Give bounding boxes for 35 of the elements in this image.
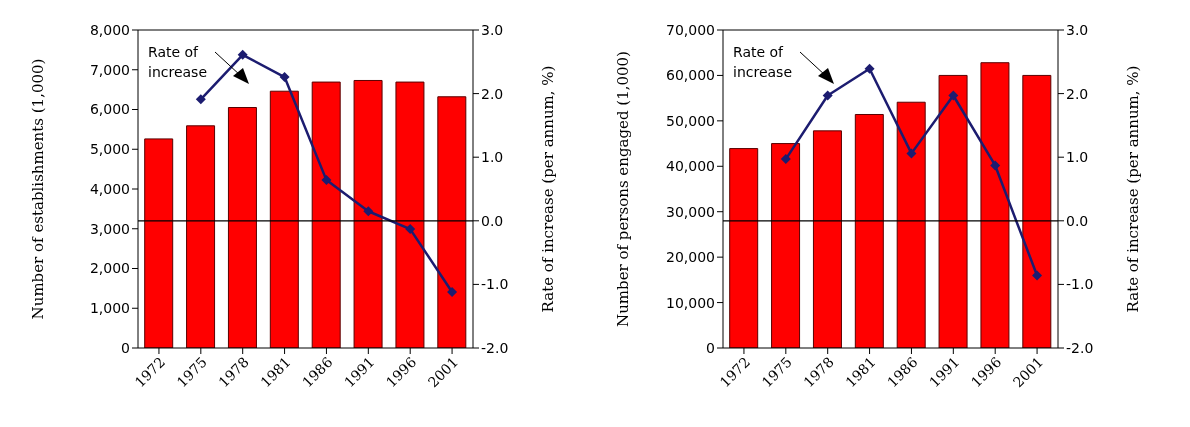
y-tick-label: 20,000 — [666, 249, 715, 266]
y2-tick-label: 2.0 — [481, 85, 504, 102]
y2-tick-label: 2.0 — [1066, 85, 1089, 102]
y-tick-label: 3,000 — [89, 220, 130, 237]
y-axis-title: Number of persons engaged (1,000) — [614, 51, 633, 327]
y2-axis-title: Rate of increase (per annum, %) — [1124, 65, 1143, 313]
y2-tick-label: 3.0 — [481, 21, 504, 38]
y2-tick-label: -1.0 — [1066, 276, 1094, 293]
y-tick-label: 7,000 — [89, 61, 130, 78]
y-tick-label: 1,000 — [89, 300, 130, 317]
y-tick-label: 6,000 — [89, 101, 130, 118]
annotation: Rate of increase — [733, 43, 793, 82]
y-tick-label: 2,000 — [89, 260, 130, 277]
y2-tick-label: 3.0 — [1066, 21, 1089, 38]
y2-tick-label: 0.0 — [481, 212, 504, 229]
y-tick-label: 0 — [121, 339, 130, 356]
y-tick-label: 40,000 — [666, 158, 715, 175]
y2-tick-label: -2.0 — [481, 339, 509, 356]
y2-tick-label: -1.0 — [481, 276, 509, 293]
y-tick-label: 50,000 — [666, 112, 715, 129]
y-tick-label: 4,000 — [89, 180, 130, 197]
y2-tick-label: 0.0 — [1066, 212, 1089, 229]
y-axis-title: Number of establishments (1,000) — [29, 58, 48, 320]
y-tick-label: 70,000 — [666, 21, 715, 38]
y-tick-label: 10,000 — [666, 294, 715, 311]
y-tick-label: 8,000 — [89, 21, 130, 38]
y-tick-label: 0 — [706, 339, 715, 356]
y2-axis-title: Rate of increase (per annum, %) — [539, 65, 558, 313]
y2-tick-label: -2.0 — [1066, 339, 1094, 356]
annotation: Rate of increase — [148, 43, 208, 82]
y-tick-label: 30,000 — [666, 203, 715, 220]
y-tick-label: 60,000 — [666, 67, 715, 84]
y2-tick-label: 1.0 — [1066, 149, 1089, 166]
y2-tick-label: 1.0 — [481, 149, 504, 166]
y-tick-label: 5,000 — [89, 141, 130, 158]
